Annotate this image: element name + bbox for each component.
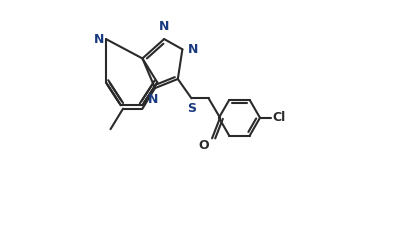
Text: N: N [94,33,104,46]
Text: N: N [188,43,198,56]
Text: N: N [159,20,169,33]
Text: O: O [199,140,209,152]
Text: N: N [148,93,159,106]
Text: S: S [187,103,196,116]
Text: Cl: Cl [272,111,286,124]
